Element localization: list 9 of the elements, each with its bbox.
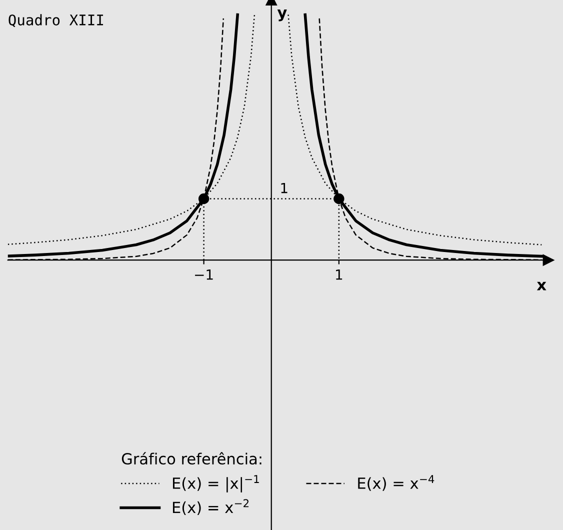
y-axis-title: y (277, 10, 287, 22)
chart-title: Quadro XIII (8, 14, 104, 28)
annotation: 1 (281, 182, 288, 194)
x-axis-title: x (536, 282, 546, 290)
legend-label: E(x) = x$^{−2}$ (172, 499, 248, 515)
legend-label: E(x) = x$^{−4}$ (358, 475, 434, 491)
legend-title: Gráfico referência: (122, 452, 262, 465)
legend-label: E(x) = |x|$^{−1}$ (172, 475, 259, 492)
x-tick-label: −1 (195, 270, 213, 280)
